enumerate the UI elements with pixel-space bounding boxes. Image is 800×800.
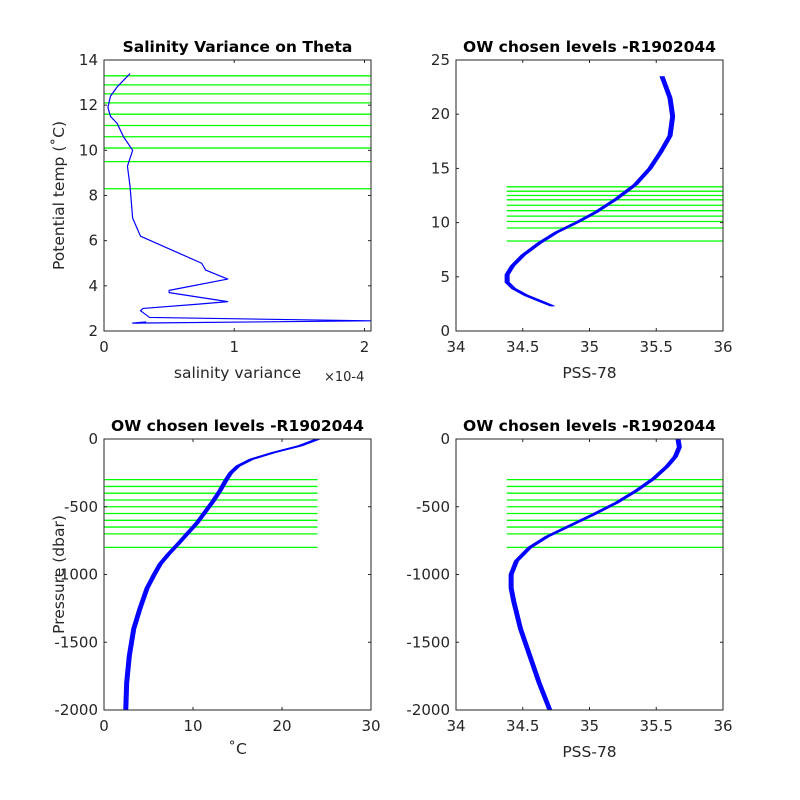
x-tick-label: 35 bbox=[580, 717, 599, 735]
y-tick-label: -1000 bbox=[54, 566, 98, 584]
x-tick-label: 30 bbox=[361, 717, 380, 735]
x-tick-label: 34.5 bbox=[506, 338, 539, 356]
tick-marks: 0 10 20 30 -2000 -1500 -1000 -500 0 bbox=[54, 430, 380, 735]
panel-salinity-theta: 34 34.5 35 35.5 36 0 5 10 15 20 25 OW chosen level… bbox=[431, 38, 733, 382]
y-tick-label: -500 bbox=[416, 498, 450, 516]
panel-title: OW chosen levels -R1902044 bbox=[463, 417, 716, 435]
panel-temperature-pressure: 0 10 20 30 -2000 -1500 -1000 -500 0 OW chosen le… bbox=[50, 417, 381, 758]
y-tick-label: 5 bbox=[440, 268, 450, 286]
y-axis-label: Pressure (dbar) bbox=[50, 515, 68, 634]
level-lines bbox=[506, 478, 723, 549]
profile-line-0-5 bbox=[127, 438, 321, 711]
panel-salinity-pressure: 34 34.5 35 35.5 36 -2000 -1500 -1000 -500 0 OW ch… bbox=[406, 417, 732, 761]
y-tick-label: -1000 bbox=[406, 566, 450, 584]
profile-line-0-0 bbox=[107, 73, 372, 324]
x-tick-label: 36 bbox=[713, 717, 732, 735]
x-tick-label: 10 bbox=[183, 717, 202, 735]
y-tick-label: 0 bbox=[88, 430, 98, 448]
x-axis-label: ˚C bbox=[228, 740, 247, 758]
level-lines bbox=[104, 75, 371, 190]
y-tick-label: 25 bbox=[431, 51, 450, 69]
x-axis-label: PSS-78 bbox=[562, 743, 616, 761]
y-axis-label: Potential temp (˚C) bbox=[50, 121, 68, 270]
y-tick-label: 14 bbox=[79, 51, 98, 69]
x-tick-label: 34 bbox=[446, 717, 465, 735]
x-tick-label: 35.5 bbox=[640, 338, 673, 356]
level-lines bbox=[506, 186, 723, 242]
y-tick-label: 20 bbox=[431, 105, 450, 123]
y-tick-label: 15 bbox=[431, 159, 450, 177]
profile-line-0-5 bbox=[508, 76, 676, 307]
axes-frame bbox=[103, 59, 372, 332]
x-tick-label: 20 bbox=[272, 717, 291, 735]
x-tick-label: 34.5 bbox=[506, 717, 539, 735]
tick-marks: 34 34.5 35 35.5 36 -2000 -1500 -1000 -500 0 bbox=[406, 430, 732, 735]
panel-title: Salinity Variance on Theta bbox=[123, 38, 353, 56]
y-tick-label: 12 bbox=[79, 96, 98, 114]
y-tick-label: 6 bbox=[88, 232, 98, 250]
y-tick-label: 2 bbox=[88, 322, 98, 340]
x-tick-label: 36 bbox=[713, 338, 732, 356]
panel-title: OW chosen levels -R1902044 bbox=[463, 38, 716, 56]
y-tick-label: 4 bbox=[88, 277, 98, 295]
y-tick-label: -1500 bbox=[54, 633, 98, 651]
y-tick-label: 10 bbox=[431, 214, 450, 232]
x-axis-label: PSS-78 bbox=[562, 364, 616, 382]
x-tick-label: 34 bbox=[446, 338, 465, 356]
series-lines bbox=[504, 76, 676, 307]
profile-line-0-5 bbox=[512, 438, 682, 711]
y-tick-label: 8 bbox=[88, 187, 98, 205]
series-lines bbox=[123, 438, 321, 711]
x-tick-label: 1 bbox=[229, 338, 239, 356]
x-tick-label: 35.5 bbox=[640, 717, 673, 735]
level-lines bbox=[104, 478, 318, 549]
y-tick-label: -2000 bbox=[406, 701, 450, 719]
series-lines bbox=[508, 438, 682, 711]
x-tick-label: 0 bbox=[99, 717, 109, 735]
x-axis-label: salinity variance bbox=[174, 364, 301, 382]
y-tick-label: 0 bbox=[440, 430, 450, 448]
y-tick-label: -2000 bbox=[54, 701, 98, 719]
tick-marks: 34 34.5 35 35.5 36 0 5 10 15 20 25 bbox=[431, 51, 733, 356]
x-axis-exponent-label: ×10-4 bbox=[324, 370, 364, 385]
y-tick-label: 0 bbox=[440, 322, 450, 340]
panel-title: OW chosen levels -R1902044 bbox=[111, 417, 364, 435]
y-tick-label: -500 bbox=[64, 498, 98, 516]
y-tick-label: -1500 bbox=[406, 633, 450, 651]
x-tick-label: 35 bbox=[580, 338, 599, 356]
series-lines bbox=[107, 73, 372, 324]
x-tick-label: 2 bbox=[360, 338, 370, 356]
x-tick-label: 0 bbox=[99, 338, 109, 356]
y-tick-label: 10 bbox=[79, 141, 98, 159]
